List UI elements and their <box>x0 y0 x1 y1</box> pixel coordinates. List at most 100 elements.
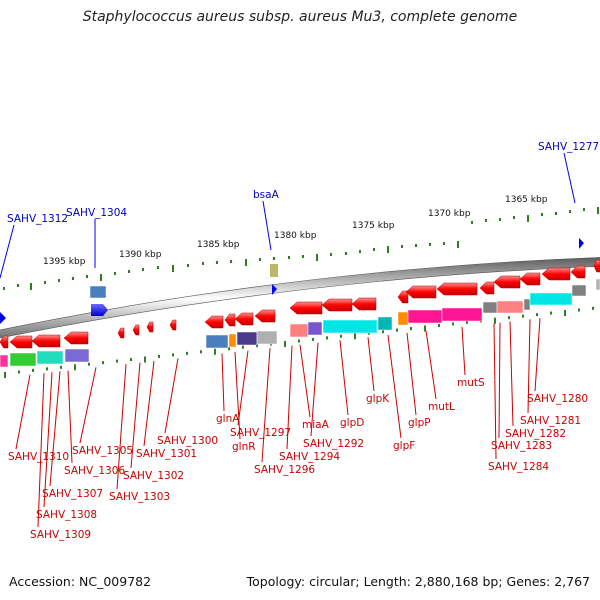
leader-line <box>116 364 127 490</box>
inner-tick <box>74 364 76 371</box>
gene-label-SAHV_1281: SAHV_1281 <box>520 415 581 427</box>
feature-bar <box>9 352 37 367</box>
gene-label-SAHV_1307: SAHV_1307 <box>42 488 103 500</box>
gene-label-SAHV_1300: SAHV_1300 <box>157 435 218 447</box>
inner-tick <box>410 327 412 331</box>
inner-tick <box>242 345 244 349</box>
gene-arrow <box>91 304 108 316</box>
outer-tick <box>555 212 557 215</box>
outer-tick <box>259 258 261 261</box>
gene-arrow <box>519 272 541 286</box>
outer-tick <box>569 210 571 213</box>
gene-arrow <box>31 334 61 348</box>
leader-line <box>143 360 155 447</box>
outer-tick <box>216 261 218 264</box>
gene-label-SAHV_1304: SAHV_1304 <box>66 207 127 219</box>
feature-bar <box>236 331 258 346</box>
gene-label-SAHV_1309: SAHV_1309 <box>30 529 91 541</box>
outer-tick <box>471 221 473 224</box>
inner-tick <box>354 333 356 340</box>
gene-label-SAHV_1312: SAHV_1312 <box>7 213 68 225</box>
accession-text: Accession: NC_009782 <box>9 574 152 589</box>
inner-tick <box>186 351 188 355</box>
feature-bar <box>595 278 600 291</box>
leader-line <box>425 330 437 400</box>
feature-bar <box>307 321 323 336</box>
outer-tick <box>485 219 487 222</box>
feature-bar <box>0 354 9 368</box>
gene-label-SAHV_1306: SAHV_1306 <box>64 465 125 477</box>
genome-title: Staphylococcus aureus subsp. aureus Mu3,… <box>82 9 518 25</box>
gene-arrow <box>0 312 6 324</box>
scale-label: 1365 kbp <box>505 195 548 205</box>
gene-label-SAHV_1296: SAHV_1296 <box>254 464 315 476</box>
outer-tick <box>3 287 5 290</box>
feature-bar <box>36 350 64 365</box>
leader-line <box>299 344 311 418</box>
inner-tick <box>438 323 440 327</box>
gene-arrow <box>234 312 254 326</box>
lower-gene-labels: SAHV_1310 SAHV_1309 SAHV_1308 SAHV_1307 SAHV… <box>8 318 588 541</box>
inner-scale-ticks <box>4 306 594 378</box>
outer-tick <box>44 281 46 284</box>
leader-line <box>310 342 319 437</box>
gene-arrow <box>169 319 177 331</box>
outer-tick <box>302 255 304 258</box>
leader-line <box>509 321 514 427</box>
gene-arrow <box>579 238 584 249</box>
gene-label-miaA: miaA <box>302 419 330 431</box>
inner-tick <box>536 313 538 317</box>
inner-tick <box>466 320 468 324</box>
gene-label-SAHV_1297: SAHV_1297 <box>230 427 291 439</box>
gene-arrow <box>9 335 33 349</box>
outer-tick <box>187 264 189 267</box>
scale-labels: 1395 kbp 1390 kbp 1385 kbp 1380 kbp 1375 kbp… <box>43 195 548 267</box>
gene-arrow <box>272 284 277 295</box>
gene-arrow <box>117 327 125 339</box>
inner-tick <box>256 344 258 348</box>
inner-tick <box>592 306 594 310</box>
gene-label-glpK: glpK <box>366 393 390 405</box>
feature-bar <box>322 319 378 334</box>
inner-tick <box>340 334 342 338</box>
scale-label: 1370 kbp <box>428 209 471 219</box>
outer-tick <box>172 265 174 272</box>
leader-line <box>262 200 272 251</box>
outer-tick <box>157 266 159 269</box>
gene-arrow <box>132 324 140 336</box>
reverse-strand-genes <box>0 259 600 349</box>
feature-bar <box>270 264 278 277</box>
outer-tick <box>128 270 130 273</box>
leader-line <box>15 374 31 450</box>
inner-tick <box>494 317 496 324</box>
inner-tick <box>32 368 34 372</box>
gene-label-SAHV_1284: SAHV_1284 <box>488 461 549 473</box>
gene-label-bsaA: bsaA <box>253 189 280 201</box>
inner-tick <box>60 365 62 369</box>
outer-tick <box>316 254 318 261</box>
feature-bar <box>89 285 107 299</box>
outer-tick <box>142 268 144 271</box>
inner-tick <box>158 354 160 358</box>
leader-line <box>67 370 73 464</box>
inner-tick <box>382 330 384 334</box>
outer-tick <box>17 284 19 287</box>
gene-label-SAHV_1292: SAHV_1292 <box>303 438 364 450</box>
inner-tick <box>18 370 20 374</box>
feature-bar <box>529 292 573 306</box>
outer-tick <box>359 250 361 253</box>
leader-line <box>387 334 402 439</box>
inner-tick <box>88 362 90 366</box>
gene-arrow <box>541 267 571 281</box>
leader-line <box>234 351 241 440</box>
outer-tick <box>86 275 88 278</box>
leader-line <box>563 152 576 204</box>
inner-tick <box>522 314 524 318</box>
gene-arrow <box>254 309 276 323</box>
genome-backbone <box>0 257 600 339</box>
leader-line <box>498 322 501 439</box>
inner-tick <box>564 310 566 316</box>
leader-line <box>339 340 349 416</box>
